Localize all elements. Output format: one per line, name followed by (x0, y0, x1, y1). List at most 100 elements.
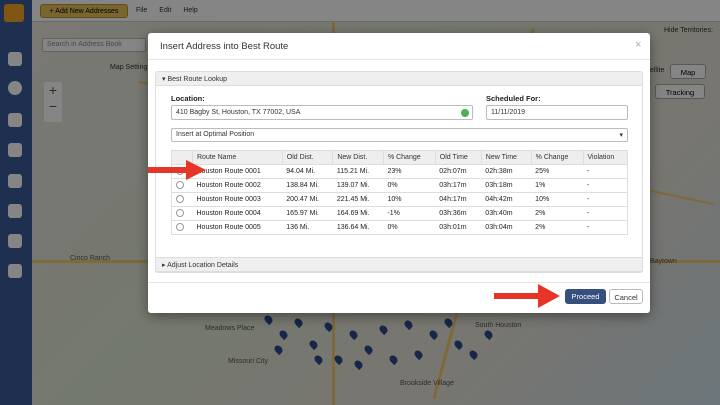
dialog-title: Insert Address into Best Route (160, 41, 289, 52)
nav-icon[interactable] (8, 264, 22, 278)
route-cell: 139.07 Mi. (332, 178, 384, 193)
map-label: Cinco Ranch (70, 255, 111, 262)
radio[interactable] (176, 222, 184, 231)
route-cell: 03h:01m (435, 220, 482, 235)
dialog: Insert Address into Best Route × ▾ Best … (148, 33, 650, 313)
lookup-panel: ▾ Best Route Lookup Location: 410 Bagby … (155, 71, 643, 273)
insert-select[interactable]: Insert at Optimal Position ▾ (171, 128, 628, 142)
column-header[interactable]: Old Dist. (282, 150, 334, 165)
column-header[interactable]: % Change (383, 150, 436, 165)
route-row[interactable]: Houston Route 0002 138.84 Mi. 139.07 Mi. 0%… (171, 178, 628, 193)
nav-icon[interactable] (8, 81, 22, 95)
map-label: Meadows Place (205, 325, 255, 332)
route-cell: 2% (531, 206, 584, 221)
column-header[interactable]: Route Name (192, 150, 283, 165)
route-row[interactable]: Houston Route 0003 200.47 Mi. 221.45 Mi. 10… (171, 192, 628, 207)
route-cell: 03h:17m (435, 178, 482, 193)
column-header[interactable]: New Time (481, 150, 532, 165)
route-cell: 23% (383, 164, 436, 179)
column-header[interactable]: % Change (531, 150, 584, 165)
radio-cell[interactable] (171, 192, 193, 207)
route-cell: 221.45 Mi. (332, 192, 384, 207)
route-cell: 03h:36m (435, 206, 482, 221)
tracking-tab[interactable]: Tracking (655, 84, 705, 99)
route-cell: Houston Route 0001 (192, 164, 283, 179)
radio-cell[interactable] (171, 178, 193, 193)
route-cell: 94.04 Mi. (282, 164, 333, 179)
route-row[interactable]: Houston Route 0001 94.04 Mi. 115.21 Mi. 23%… (171, 164, 628, 179)
nav-icon[interactable] (8, 143, 22, 157)
route-cell: 136.64 Mi. (332, 220, 384, 235)
route-cell: 138.84 Mi. (282, 178, 333, 193)
radio-cell[interactable] (171, 206, 193, 221)
routes-table: Route Name Old Dist. New Dist.% Change Old … (171, 150, 629, 235)
route-row[interactable]: Houston Route 0005 136 Mi. 136.64 Mi. 0% 03h… (171, 220, 628, 235)
route-cell: 03h:40m (481, 206, 532, 221)
adjust-title: Adjust Location Details (167, 262, 239, 269)
map-label: Missouri City (228, 358, 269, 365)
route-cell: - (583, 192, 628, 207)
arrow (148, 160, 206, 180)
route-cell: Houston Route 0002 (192, 178, 283, 193)
radio[interactable] (176, 180, 184, 189)
satellite-tab[interactable]: tellite (648, 67, 665, 74)
cancel-button[interactable]: Cancel (609, 289, 643, 304)
search-box[interactable]: Search in Address Book (42, 38, 146, 52)
location-label: Location: (171, 94, 205, 103)
route-cell: - (583, 164, 628, 179)
menu-item[interactable]: Help (183, 7, 198, 14)
menu-item[interactable]: File (136, 7, 148, 14)
panel-header[interactable]: ▾ Best Route Lookup (156, 72, 642, 86)
route-cell: 04h:17m (435, 192, 482, 207)
route-cell: -1% (383, 206, 436, 221)
route-cell: - (583, 178, 628, 193)
adjust-panel[interactable]: ▸ Adjust Location Details (155, 257, 643, 272)
nav-icon[interactable] (8, 234, 22, 248)
nav-icon[interactable] (8, 204, 22, 218)
route-cell: - (583, 206, 628, 221)
route-cell: - (583, 220, 628, 235)
column-header[interactable]: Violation (583, 150, 629, 165)
scheduled-input[interactable]: 11/11/2019 (486, 105, 628, 120)
map-settings[interactable]: Map Setting (110, 64, 148, 71)
route-cell: 03h:04m (481, 220, 532, 235)
nav-icon[interactable] (8, 174, 22, 188)
radio[interactable] (176, 208, 184, 217)
logo (4, 4, 24, 22)
route-cell: 02h:38m (481, 164, 532, 179)
route-cell: 02h:07m (435, 164, 482, 179)
radio[interactable] (176, 194, 184, 203)
route-row[interactable]: Houston Route 0004 165.97 Mi. 164.69 Mi. -1… (171, 206, 628, 221)
map-label: Brookside Village (400, 380, 454, 387)
location-input[interactable]: 410 Bagby St, Houston, TX 77002, USA (171, 105, 473, 120)
insert-option: Insert at Optimal Position (176, 131, 255, 138)
radio-cell[interactable] (171, 220, 193, 235)
route-cell: 03h:18m (481, 178, 532, 193)
map-label: South Houston (475, 322, 522, 329)
route-cell: 25% (531, 164, 584, 179)
add-button-label: Add New Addresses (55, 8, 119, 15)
location-value: 410 Bagby St, Houston, TX 77002, USA (176, 109, 301, 116)
nav-icon[interactable] (8, 113, 22, 127)
route-cell: 04h:42m (481, 192, 532, 207)
route-cell: 200.47 Mi. (282, 192, 333, 207)
add-button[interactable]: + Add New Addresses (40, 4, 128, 18)
scheduled-label: Scheduled For: (486, 94, 541, 103)
route-cell: 164.69 Mi. (332, 206, 384, 221)
panel-title: Best Route Lookup (167, 76, 228, 83)
map-tab[interactable]: Map (670, 64, 706, 79)
proceed-button[interactable]: Proceed (565, 289, 606, 304)
menu-item[interactable]: Edit (159, 7, 172, 14)
route-cell: Houston Route 0005 (192, 220, 283, 235)
zoom-controls[interactable]: + − (44, 82, 62, 122)
map-label: Baytown (650, 258, 677, 265)
column-header[interactable]: Old Time (435, 150, 482, 165)
nav-icon[interactable] (8, 52, 22, 66)
sidebar (0, 0, 32, 405)
route-cell: 0% (383, 220, 436, 235)
route-cell: 115.21 Mi. (332, 164, 384, 179)
column-header[interactable]: New Dist. (332, 150, 384, 165)
route-cell: Houston Route 0003 (192, 192, 283, 207)
close-button[interactable]: × (635, 39, 642, 51)
